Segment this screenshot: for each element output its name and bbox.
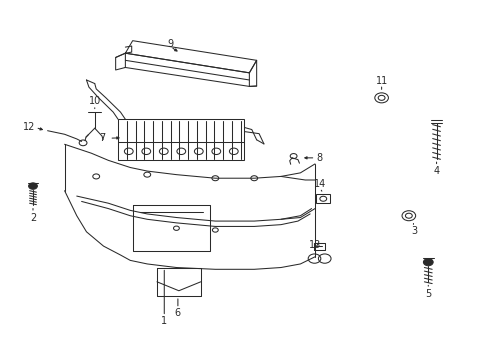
Text: 11: 11: [375, 76, 387, 86]
Text: 8: 8: [316, 153, 322, 163]
Text: 3: 3: [411, 226, 417, 236]
Text: 1: 1: [161, 316, 167, 326]
Text: 6: 6: [175, 308, 181, 318]
Text: 14: 14: [313, 179, 325, 189]
Text: 7: 7: [99, 133, 105, 143]
Circle shape: [29, 183, 37, 189]
Bar: [118, 119, 244, 160]
Text: 10: 10: [88, 96, 101, 107]
Circle shape: [423, 258, 432, 266]
Text: 12: 12: [23, 122, 36, 132]
Text: 2: 2: [30, 212, 36, 222]
Bar: [316, 194, 329, 203]
Text: 9: 9: [167, 39, 173, 49]
Text: 4: 4: [432, 166, 439, 176]
Text: 5: 5: [424, 289, 430, 298]
Text: 13: 13: [308, 240, 321, 250]
